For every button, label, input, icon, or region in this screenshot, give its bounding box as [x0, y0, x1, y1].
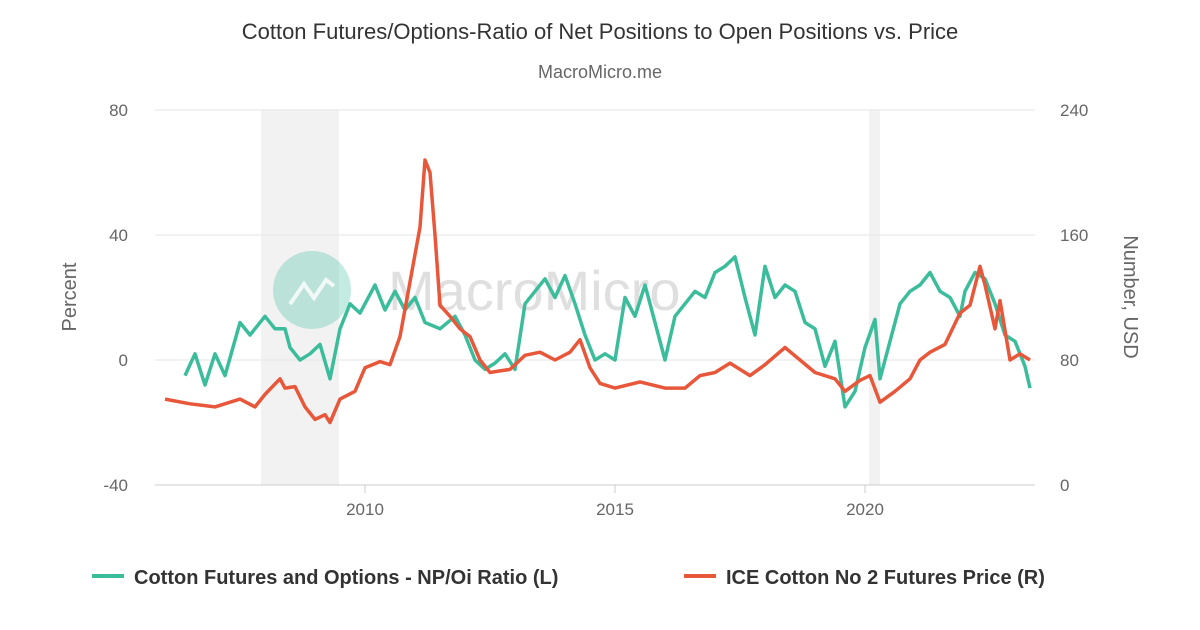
y-left-tick: 40: [109, 226, 128, 245]
chart-subtitle: MacroMicro.me: [538, 62, 662, 82]
legend-label-price: ICE Cotton No 2 Futures Price (R): [726, 567, 1045, 589]
legend-item-ratio[interactable]: Cotton Futures and Options - NP/Oi Ratio…: [92, 567, 558, 589]
y-left-tick: 80: [109, 101, 128, 120]
x-tick: 2010: [346, 500, 384, 519]
y-right-tick: 0: [1060, 476, 1069, 495]
series-line-ratio: [183, 255, 1032, 409]
chart-title: Cotton Futures/Options-Ratio of Net Posi…: [242, 19, 959, 44]
y-right-tick: 160: [1060, 226, 1088, 245]
y-right-label: Number, USD: [1119, 235, 1141, 358]
legend: Cotton Futures and Options - NP/Oi Ratio…: [92, 567, 1045, 589]
y-left-tick: -40: [103, 476, 128, 495]
legend-label-ratio: Cotton Futures and Options - NP/Oi Ratio…: [134, 567, 558, 589]
y-left-label: Percent: [59, 262, 81, 331]
y-right-tick: 240: [1060, 101, 1088, 120]
x-tick: 2015: [596, 500, 634, 519]
legend-item-price[interactable]: ICE Cotton No 2 Futures Price (R): [684, 567, 1045, 589]
recession-band: [261, 110, 339, 485]
y-right-tick: 80: [1060, 351, 1079, 370]
recession-band: [869, 110, 880, 485]
y-left-tick: 0: [119, 351, 128, 370]
series-line-price: [164, 158, 1031, 425]
x-tick: 2020: [846, 500, 884, 519]
watermark-logo: MacroMicro: [273, 251, 680, 329]
